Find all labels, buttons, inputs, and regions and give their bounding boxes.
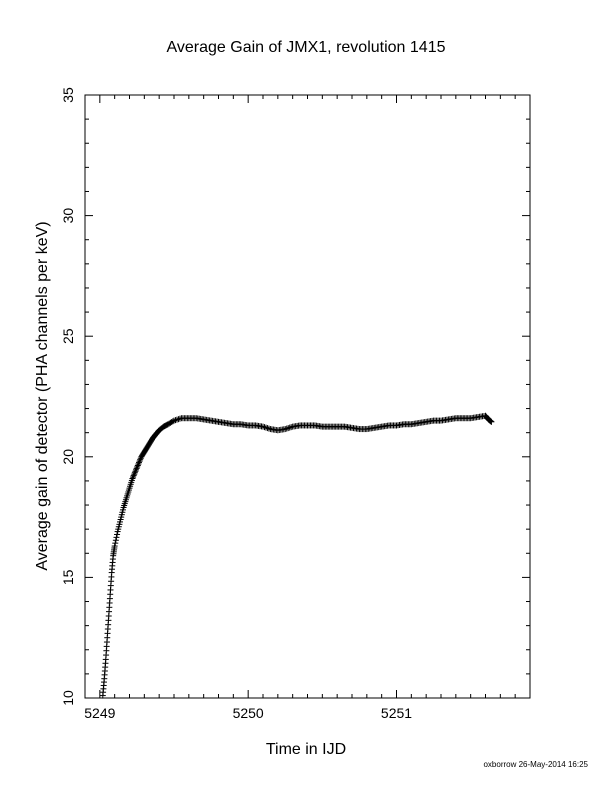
y-tick-label: 20 bbox=[60, 449, 76, 465]
data-point bbox=[131, 469, 138, 476]
data-point bbox=[113, 534, 120, 541]
data-point bbox=[112, 540, 119, 547]
data-point bbox=[134, 463, 141, 470]
data-point bbox=[133, 465, 140, 472]
data-point bbox=[130, 474, 137, 481]
data-point bbox=[135, 459, 142, 466]
x-tick-label: 5249 bbox=[84, 705, 115, 721]
data-point bbox=[133, 466, 140, 473]
data-point bbox=[111, 543, 118, 550]
footer-credit: oxborrow 26-May-2014 16:25 bbox=[483, 760, 588, 769]
data-point bbox=[112, 537, 119, 544]
plot-frame bbox=[84, 94, 531, 699]
data-point bbox=[135, 461, 142, 468]
data-point bbox=[488, 418, 495, 425]
x-axis-label: Time in IJD bbox=[266, 741, 346, 758]
data-point bbox=[169, 418, 176, 425]
y-tick-label: 10 bbox=[60, 690, 76, 706]
data-point bbox=[130, 472, 137, 479]
data-points bbox=[99, 412, 495, 699]
data-point bbox=[136, 458, 143, 465]
y-tick-label: 15 bbox=[60, 569, 76, 585]
tick-labels: 10 15 20 25 30 35 5249 5250 5251 bbox=[60, 87, 412, 721]
data-point bbox=[134, 462, 141, 469]
y-tick-label: 35 bbox=[60, 87, 76, 103]
x-tick-label: 5251 bbox=[381, 705, 412, 721]
data-point bbox=[132, 468, 139, 475]
y-tick-label: 30 bbox=[60, 208, 76, 224]
data-point bbox=[131, 471, 138, 478]
x-tick-label: 5250 bbox=[233, 705, 264, 721]
y-tick-label: 25 bbox=[60, 328, 76, 344]
y-axis-label: Average gain of detector (PHA channels p… bbox=[34, 221, 51, 570]
chart-title: Average Gain of JMX1, revolution 1415 bbox=[167, 39, 446, 56]
data-point bbox=[114, 531, 121, 538]
axis-ticks bbox=[84, 94, 531, 699]
data-point bbox=[129, 475, 136, 482]
data-point bbox=[137, 456, 144, 463]
